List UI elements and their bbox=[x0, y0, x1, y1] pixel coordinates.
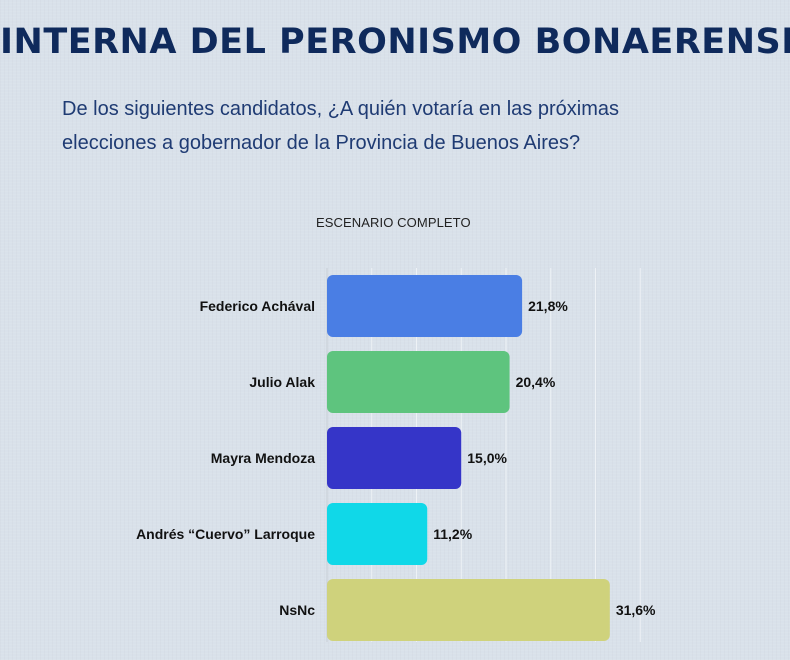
question-line-2: elecciones a gobernador de la Provincia … bbox=[62, 132, 581, 154]
category-label: Mayra Mendoza bbox=[211, 450, 315, 466]
category-label: Federico Achával bbox=[200, 298, 315, 314]
value-label: 21,8% bbox=[528, 298, 568, 314]
page-title: INTERNA DEL PERONISMO BONAERENSE bbox=[0, 22, 790, 62]
value-label: 31,6% bbox=[616, 602, 656, 618]
bar bbox=[327, 503, 428, 565]
bar bbox=[327, 579, 610, 641]
question-line-1: De los siguientes candidatos, ¿A quién v… bbox=[62, 98, 619, 120]
value-label: 15,0% bbox=[467, 450, 507, 466]
chart-title: ESCENARIO COMPLETO bbox=[316, 215, 471, 230]
bar bbox=[327, 427, 462, 489]
survey-question: De los siguientes candidatos, ¿A quién v… bbox=[62, 92, 762, 160]
category-label: Julio Alak bbox=[249, 374, 315, 390]
value-label: 20,4% bbox=[516, 374, 556, 390]
category-label: NsNc bbox=[279, 602, 315, 618]
category-label: Andrés “Cuervo” Larroque bbox=[136, 526, 315, 542]
bar bbox=[327, 275, 523, 337]
bar bbox=[327, 351, 510, 413]
value-label: 11,2% bbox=[433, 526, 472, 542]
